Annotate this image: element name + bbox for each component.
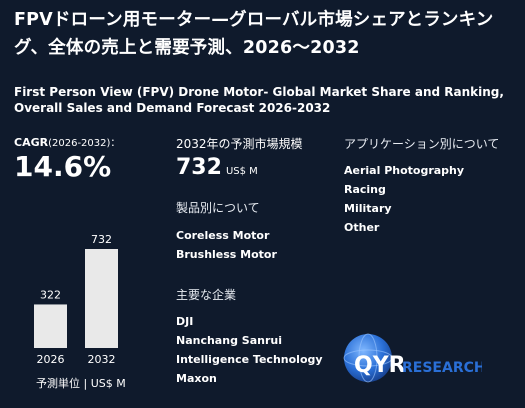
bar-category-label: 2026 bbox=[37, 353, 65, 366]
page-title-jp: FPVドローン用モーター—グローバル市場シェアとランキング、全体の売上と需要予測… bbox=[14, 10, 494, 58]
chart-unit-label: 予測単位 | US$ M bbox=[36, 376, 126, 390]
bar-value-label: 322 bbox=[40, 288, 61, 301]
products-list: Coreless Motor Brushless Motor bbox=[176, 226, 277, 264]
products-heading: 製品別について bbox=[176, 201, 260, 215]
cagr-label-text: CAGR bbox=[14, 136, 49, 149]
company-item: Nanchang Sanrui bbox=[176, 334, 282, 347]
application-item: Racing bbox=[344, 183, 386, 196]
market-size-label: 2032年の予測市場規模 bbox=[176, 137, 303, 151]
company-item: Intelligence Technology bbox=[176, 353, 323, 366]
product-item: Coreless Motor bbox=[176, 229, 270, 242]
globe-icon bbox=[344, 334, 392, 382]
cagr-period: (2026-2032)： bbox=[48, 138, 121, 149]
company-item: Maxon bbox=[176, 372, 217, 385]
cagr-label: CAGR(2026-2032)： bbox=[14, 134, 120, 149]
page-title-en: First Person View (FPV) Drone Motor- Glo… bbox=[14, 85, 504, 115]
companies-heading: 主要な企業 bbox=[176, 288, 237, 302]
application-item: Aerial Photography bbox=[344, 164, 465, 177]
product-item: Brushless Motor bbox=[176, 248, 277, 261]
market-size-value: 732 US$ M bbox=[176, 155, 258, 180]
logo-text-q: QYR bbox=[354, 353, 406, 378]
market-bar-chart: 322 2026 732 2032 予測単位 | US$ M bbox=[34, 233, 126, 390]
market-size-number: 732 bbox=[176, 155, 222, 180]
company-item: DJI bbox=[176, 315, 194, 328]
qyresearch-logo: QYR RESEARCH bbox=[343, 333, 482, 383]
cagr-value: 14.6% bbox=[14, 150, 112, 183]
logo-text-research: RESEARCH bbox=[402, 360, 482, 376]
bar-category-label: 2032 bbox=[88, 353, 116, 366]
companies-list: DJI Nanchang Sanrui Intelligence Technol… bbox=[176, 312, 323, 388]
application-item: Other bbox=[344, 221, 380, 234]
market-size-unit: US$ M bbox=[225, 166, 258, 177]
bar-2032 bbox=[85, 249, 118, 348]
applications-heading: アプリケーション別について bbox=[344, 137, 500, 151]
applications-list: Aerial Photography Racing Military Other bbox=[344, 161, 464, 237]
application-item: Military bbox=[344, 202, 392, 215]
bar-value-label: 732 bbox=[91, 233, 112, 246]
bar-2026 bbox=[34, 304, 67, 348]
